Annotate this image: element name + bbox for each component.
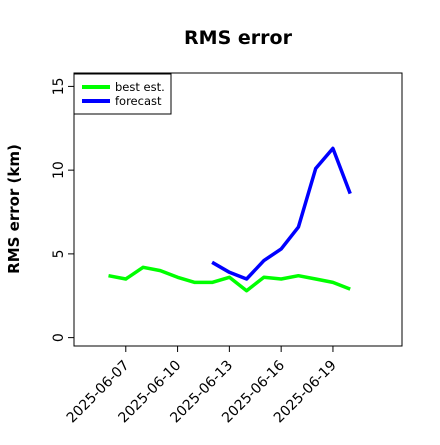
y-axis-label: RMS error (km) (5, 144, 23, 274)
y-tick-label: 10 (51, 161, 67, 179)
x-axis: 2025-06-072025-06-102025-06-132025-06-16… (64, 346, 340, 426)
y-tick-label: 5 (51, 249, 67, 258)
legend-box (73, 73, 172, 115)
plot-area (108, 146, 352, 293)
series-line-best-est (108, 265, 351, 293)
y-axis: 0 5 10 15 (51, 77, 74, 342)
y-tick-label: 15 (51, 77, 67, 95)
y-tick-label: 0 (51, 333, 67, 342)
chart-title: RMS error (184, 27, 293, 49)
plot-frame (73, 72, 403, 347)
legend-label-best-est: best est. (115, 80, 165, 94)
legend-label-forecast: forecast (115, 94, 162, 108)
legend: best est. forecast (73, 73, 172, 115)
series-line-forecast (211, 146, 352, 281)
